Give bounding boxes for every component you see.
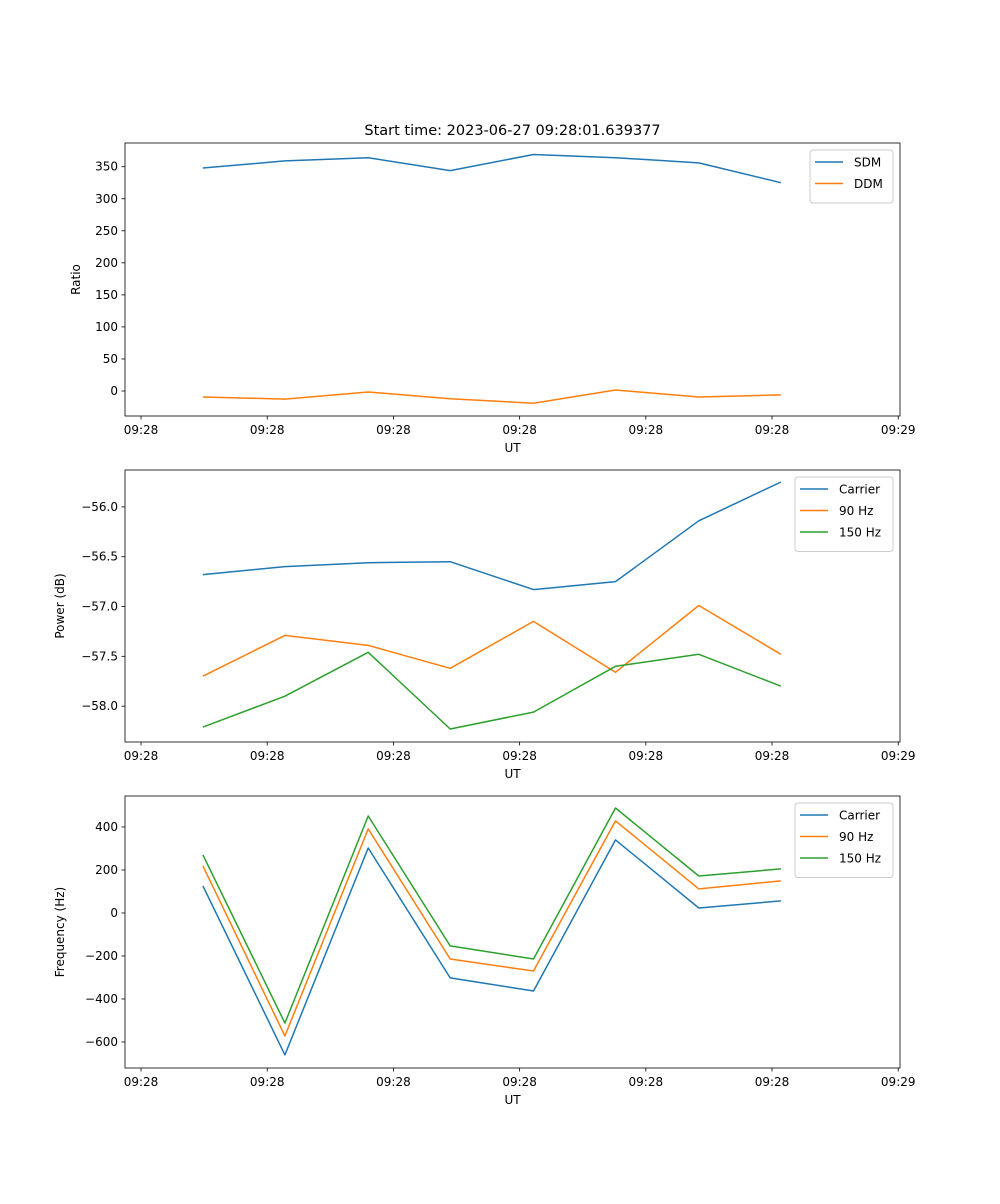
x-tick-label: 09:28 bbox=[124, 1075, 159, 1089]
legend: Carrier 90 Hz 150 Hz bbox=[795, 803, 893, 878]
y-tick-label: 350 bbox=[95, 160, 118, 174]
legend-label: Carrier bbox=[839, 809, 880, 823]
subplot-1: 09:28 09:28 09:28 09:28 09:28 09:28 09:29 0 50 10… bbox=[69, 123, 916, 455]
series-line-carrier bbox=[203, 482, 781, 590]
legend-label: SDM bbox=[854, 156, 881, 170]
x-tick-label: 09:28 bbox=[250, 1075, 285, 1089]
y-tick-label: −58.0 bbox=[81, 699, 118, 713]
y-tick-label: 400 bbox=[95, 820, 118, 834]
y-tick-label: 0 bbox=[110, 384, 118, 398]
x-tick-label: 09:28 bbox=[124, 423, 159, 437]
y-tick-label: 150 bbox=[95, 288, 118, 302]
x-tick-label: 09:28 bbox=[755, 1075, 790, 1089]
legend-label: 90 Hz bbox=[839, 830, 873, 844]
legend: SDM DDM bbox=[810, 150, 893, 203]
x-tick-label: 09:29 bbox=[881, 1075, 916, 1089]
x-tick-label: 09:28 bbox=[502, 749, 537, 763]
y-tick-label: 200 bbox=[95, 863, 118, 877]
chart-title: Start time: 2023-06-27 09:28:01.639377 bbox=[364, 123, 660, 139]
y-axis-label: Frequency (Hz) bbox=[53, 887, 67, 978]
x-tick-label: 09:29 bbox=[881, 749, 916, 763]
y-tick-label: 300 bbox=[95, 192, 118, 206]
x-tick-label: 09:28 bbox=[629, 749, 664, 763]
y-tick-label: 50 bbox=[103, 352, 118, 366]
x-tick-label: 09:28 bbox=[629, 423, 664, 437]
series-line-90-hz bbox=[203, 606, 781, 677]
axes-frame bbox=[125, 470, 900, 742]
x-tick-label: 09:28 bbox=[502, 423, 537, 437]
y-tick-label: 100 bbox=[95, 320, 118, 334]
y-tick-label: −600 bbox=[85, 1035, 118, 1049]
series-line-150-hz bbox=[203, 808, 781, 1023]
y-axis-label: Ratio bbox=[69, 264, 83, 295]
y-tick-label: −200 bbox=[85, 949, 118, 963]
y-tick-label: −57.5 bbox=[81, 649, 118, 663]
y-axis-label: Power (dB) bbox=[53, 573, 67, 638]
x-tick-label: 09:28 bbox=[250, 423, 285, 437]
subplot-2: 09:28 09:28 09:28 09:28 09:28 09:28 09:29 −58.0… bbox=[53, 470, 916, 781]
y-tick-label: 250 bbox=[95, 224, 118, 238]
x-tick-label: 09:28 bbox=[124, 749, 159, 763]
x-axis-label: UT bbox=[504, 441, 521, 455]
y-tick-label: −56.5 bbox=[81, 550, 118, 564]
x-tick-label: 09:28 bbox=[755, 423, 790, 437]
y-tick-label: −57.0 bbox=[81, 599, 118, 613]
x-axis-label: UT bbox=[504, 1093, 521, 1107]
y-tick-label: 0 bbox=[110, 906, 118, 920]
legend: Carrier 90 Hz 150 Hz bbox=[795, 477, 893, 552]
legend-label: 150 Hz bbox=[839, 526, 881, 540]
legend-label: 90 Hz bbox=[839, 504, 873, 518]
y-tick-label: −56.0 bbox=[81, 500, 118, 514]
legend-label: Carrier bbox=[839, 483, 880, 497]
x-axis-label: UT bbox=[504, 767, 521, 781]
x-tick-label: 09:28 bbox=[502, 1075, 537, 1089]
y-tick-label: 200 bbox=[95, 256, 118, 270]
x-tick-label: 09:29 bbox=[881, 423, 916, 437]
x-tick-label: 09:28 bbox=[629, 1075, 664, 1089]
x-tick-label: 09:28 bbox=[376, 749, 411, 763]
y-tick-label: −400 bbox=[85, 992, 118, 1006]
x-tick-label: 09:28 bbox=[755, 749, 790, 763]
series-line-sdm bbox=[203, 155, 781, 183]
x-tick-label: 09:28 bbox=[376, 1075, 411, 1089]
axes-frame bbox=[125, 143, 900, 416]
series-line-90-hz bbox=[203, 821, 781, 1036]
series-line-ddm bbox=[203, 390, 781, 403]
legend-label: DDM bbox=[854, 177, 883, 191]
subplot-3: 09:28 09:28 09:28 09:28 09:28 09:28 09:29 −600 −… bbox=[53, 796, 916, 1107]
legend-label: 150 Hz bbox=[839, 852, 881, 866]
x-tick-label: 09:28 bbox=[376, 423, 411, 437]
series-line-150-hz bbox=[203, 652, 781, 729]
x-tick-label: 09:28 bbox=[250, 749, 285, 763]
